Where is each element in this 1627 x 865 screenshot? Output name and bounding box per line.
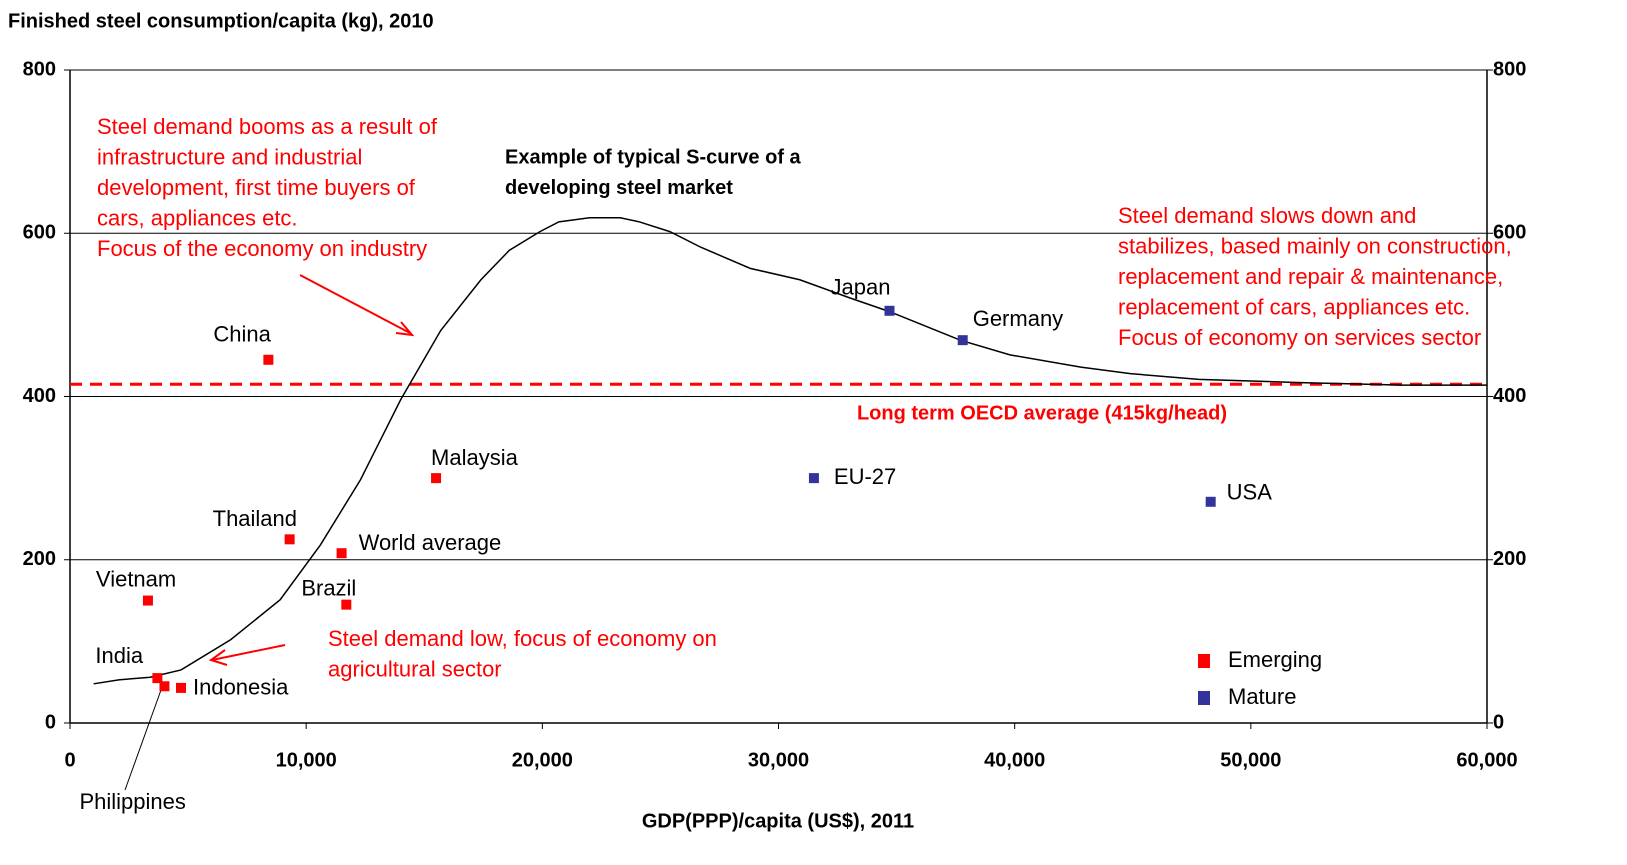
y-tick-label: 600 <box>23 222 56 244</box>
leader-line <box>124 689 162 791</box>
annotation: Steel demand booms as a result of <box>97 114 438 139</box>
point <box>152 673 163 684</box>
legend-swatch <box>1198 654 1210 668</box>
point-label: Japan <box>830 275 890 300</box>
point-label: USA <box>1227 480 1273 505</box>
arrow <box>299 274 411 334</box>
point <box>175 682 186 693</box>
x-tick-label: 10,000 <box>276 749 337 771</box>
x-tick-label: 30,000 <box>748 749 809 771</box>
y-tick-label: 0 <box>45 711 56 733</box>
point-label: Vietnam <box>96 566 176 591</box>
point <box>431 473 442 484</box>
y2-tick-label: 800 <box>1493 58 1526 80</box>
y2-tick-label: 200 <box>1493 548 1526 570</box>
annotation: developing steel market <box>505 177 733 199</box>
point-label: India <box>95 643 143 668</box>
annotation: replacement of cars, appliances etc. <box>1118 295 1470 320</box>
x-tick-label: 20,000 <box>512 749 573 771</box>
point <box>884 305 895 316</box>
s-curve <box>93 216 1487 685</box>
x-tick-label: 60,000 <box>1456 749 1517 771</box>
x-tick-label: 50,000 <box>1220 749 1281 771</box>
point <box>341 599 352 610</box>
annotation: stabilizes, based mainly on construction… <box>1118 233 1512 258</box>
reference-label: Long term OECD average (415kg/head) <box>857 403 1227 425</box>
annotation: Focus of the economy on industry <box>97 236 427 261</box>
point <box>142 595 153 606</box>
chart-title: Finished steel consumption/capita (kg), … <box>8 10 434 32</box>
y2-tick-label: 600 <box>1493 222 1526 244</box>
annotation: Steel demand slows down and <box>1118 203 1416 228</box>
point <box>1205 496 1216 507</box>
arrow-head <box>395 321 415 337</box>
point-label: EU-27 <box>834 464 896 489</box>
point-label: Indonesia <box>193 675 289 700</box>
x-tick-label: 40,000 <box>984 749 1045 771</box>
annotation: Steel demand low, focus of economy on <box>328 626 717 651</box>
annotation: development, first time buyers of <box>97 175 416 200</box>
point-label: World average <box>359 530 502 555</box>
y-tick-label: 400 <box>23 385 56 407</box>
point <box>284 534 295 545</box>
point <box>808 473 819 484</box>
point-label: China <box>213 322 271 347</box>
annotation: agricultural sector <box>328 656 502 681</box>
point-label: Malaysia <box>431 445 519 470</box>
y-tick-label: 800 <box>23 58 56 80</box>
y2-tick-label: 0 <box>1493 711 1504 733</box>
annotation: infrastructure and industrial <box>97 144 362 169</box>
arrow <box>211 644 286 661</box>
point <box>159 681 170 692</box>
point <box>957 335 968 346</box>
annotation: Focus of economy on services sector <box>1118 325 1481 350</box>
y-tick-label: 200 <box>23 548 56 570</box>
y2-tick-label: 400 <box>1493 385 1526 407</box>
annotation: Example of typical S-curve of a <box>505 146 802 168</box>
point-label: Brazil <box>301 575 356 600</box>
point <box>336 548 347 559</box>
legend-swatch <box>1198 691 1210 705</box>
annotation: cars, appliances etc. <box>97 206 298 231</box>
x-axis-label: GDP(PPP)/capita (US$), 2011 <box>642 810 914 832</box>
annotation: replacement and repair & maintenance, <box>1118 264 1503 289</box>
point <box>263 354 274 365</box>
point-label: Germany <box>973 306 1063 331</box>
x-tick-label: 0 <box>64 749 75 771</box>
arrow-head <box>208 649 228 666</box>
point-label: Thailand <box>213 506 297 531</box>
point-label: Philippines <box>79 789 185 814</box>
legend-label: Emerging <box>1228 647 1322 672</box>
legend-label: Mature <box>1228 684 1296 709</box>
